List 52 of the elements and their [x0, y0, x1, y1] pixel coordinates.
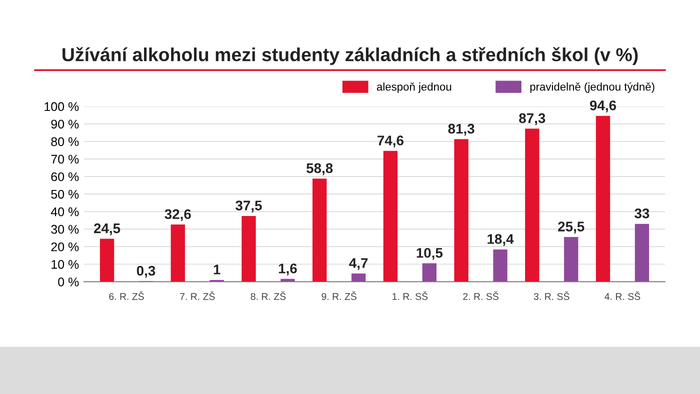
data-label: 18,4: [488, 234, 514, 246]
data-label: 81,3: [448, 124, 474, 136]
y-tick-label: 60 %: [51, 172, 79, 182]
y-tick-label: 80 %: [51, 137, 79, 146]
y-tick-label: 70 %: [51, 154, 79, 164]
bar: [525, 128, 540, 282]
legend-label: pravidelně (jednou týdně): [530, 82, 654, 93]
data-label: 58,8: [306, 163, 333, 176]
data-label: 0,3: [136, 266, 156, 278]
data-label: 32,6: [164, 209, 191, 222]
bar: [454, 139, 468, 282]
x-tick-label: 7. R. ZŠ: [180, 291, 215, 300]
y-tick-label: 30 %: [51, 224, 79, 234]
data-label: 1,6: [278, 264, 297, 276]
legend-label: alespoň jednou: [376, 82, 452, 93]
x-tick-label: 6. R. ZŠ: [109, 291, 144, 300]
bar: [280, 278, 295, 282]
x-tick-label: 4. R. SŠ: [604, 291, 640, 300]
data-label: 25,5: [558, 222, 584, 234]
data-label: 94,6: [590, 100, 616, 112]
bar: [170, 224, 185, 282]
y-tick-label: 100 %: [44, 102, 79, 112]
x-tick-label: 2. R. SŠ: [463, 291, 498, 300]
data-label: 37,5: [236, 200, 262, 212]
bar: [242, 216, 256, 282]
data-label: 10,5: [416, 248, 443, 260]
data-label: 24,5: [94, 223, 120, 236]
data-label: 4,7: [349, 258, 368, 270]
bar: [493, 249, 508, 282]
data-label: 33: [634, 208, 650, 218]
x-tick-label: 8. R. ZŠ: [250, 291, 286, 300]
bar: [383, 150, 398, 282]
x-tick-label: 3. R. SŠ: [534, 291, 570, 300]
bar: [351, 273, 366, 282]
x-tick-label: 9. R. ZŠ: [322, 291, 356, 300]
data-label: 74,6: [378, 136, 404, 148]
y-tick-label: 20 %: [51, 242, 79, 252]
data-label: 87,3: [519, 113, 546, 126]
bar: [634, 224, 650, 282]
bar: [100, 238, 114, 282]
y-tick-label: 40 %: [50, 207, 79, 216]
data-label: 1: [214, 264, 220, 274]
x-tick-label: 1. R. SŠ: [392, 291, 428, 300]
bar: [564, 237, 578, 282]
y-tick-label: 50 %: [51, 190, 79, 199]
y-tick-label: 90 %: [51, 120, 79, 129]
y-tick-label: 0 %: [58, 278, 79, 286]
bar: [596, 116, 610, 282]
chart-title: Užívání alkoholu mezi studenty základních a středních škol (v %): [62, 47, 638, 66]
bar: [312, 178, 327, 282]
bar: [422, 263, 436, 282]
y-tick-label: 10 %: [52, 260, 79, 269]
